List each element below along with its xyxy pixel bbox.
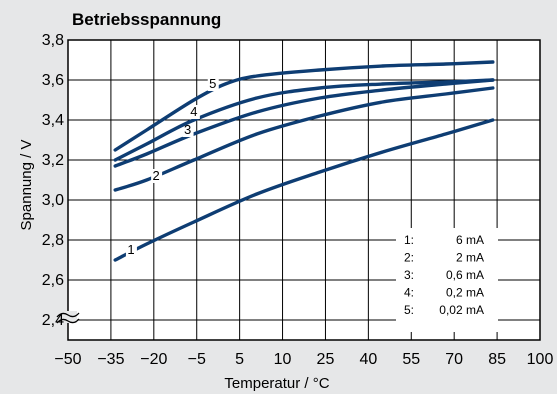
y-tick-label: 3,8 bbox=[42, 32, 64, 49]
series-label-bg bbox=[188, 105, 200, 119]
legend-key: 3: bbox=[404, 268, 414, 282]
y-tick-label: 2,8 bbox=[42, 232, 64, 249]
series-line-1 bbox=[113, 118, 495, 262]
x-tick-label: −50 bbox=[54, 351, 81, 368]
x-tick-label: 85 bbox=[488, 351, 506, 368]
legend: 1: 6 mA 2: 2 mA 3: 0,6 mA 4: 0,2 mA 5: 0,02 mA bbox=[396, 228, 498, 332]
y-tick-label: 3,0 bbox=[42, 192, 64, 209]
series-label-bg bbox=[182, 123, 194, 137]
y-tick-label: 3,6 bbox=[42, 72, 64, 89]
x-tick-label: 10 bbox=[274, 351, 292, 368]
x-tick-label: 40 bbox=[359, 351, 377, 368]
series-line-5 bbox=[113, 60, 495, 152]
legend-value: 2 mA bbox=[456, 251, 484, 265]
legend-value: 0,02 mA bbox=[439, 303, 484, 317]
x-tick-label: 5 bbox=[235, 351, 244, 368]
series-label-bg bbox=[151, 169, 163, 183]
y-tick-label: 2,4 bbox=[42, 312, 64, 329]
legend-key: 5: bbox=[404, 303, 414, 317]
series-label-5: 5 bbox=[209, 76, 216, 91]
legend-box bbox=[396, 228, 498, 332]
grid bbox=[56, 40, 540, 340]
series-label-2: 2 bbox=[152, 168, 159, 183]
chart-title: Betriebsspannung bbox=[72, 10, 221, 29]
x-tick-label: −5 bbox=[188, 351, 206, 368]
legend-key: 4: bbox=[404, 286, 414, 300]
legend-value: 0,6 mA bbox=[446, 268, 484, 282]
axis-break-icon bbox=[56, 312, 80, 318]
series-label-bg bbox=[207, 77, 219, 91]
series-label-4: 4 bbox=[190, 104, 197, 119]
axis-break-icon bbox=[56, 318, 80, 324]
series-line-3 bbox=[113, 78, 495, 168]
legend-value: 6 mA bbox=[456, 233, 484, 247]
y-tick-label: 3,2 bbox=[42, 152, 64, 169]
series-label-1: 1 bbox=[127, 242, 134, 257]
series-label-bg bbox=[125, 243, 137, 257]
x-tick-label: 100 bbox=[527, 351, 554, 368]
x-tick-label: 55 bbox=[402, 351, 420, 368]
y-tick-label: 2,6 bbox=[42, 272, 64, 289]
y-tick-label: 3,4 bbox=[42, 112, 64, 129]
series-line-4 bbox=[113, 78, 495, 162]
x-tick-label: 70 bbox=[445, 351, 463, 368]
x-tick-label: 25 bbox=[317, 351, 335, 368]
x-tick-label: −20 bbox=[140, 351, 167, 368]
legend-value: 0,2 mA bbox=[446, 286, 484, 300]
x-tick-label: −35 bbox=[97, 351, 124, 368]
series-lines: 1 2 3 45 bbox=[113, 60, 495, 262]
y-axis-label: Spannung / V bbox=[18, 140, 35, 231]
legend-key: 1: bbox=[404, 233, 414, 247]
series-label-3: 3 bbox=[184, 122, 191, 137]
legend-key: 2: bbox=[404, 251, 414, 265]
x-axis-label: Temperatur / °C bbox=[224, 375, 329, 392]
tick-labels: −50 −35 −20 −5 5 10 25 40 55 70 85 1003,83,63,43,23… bbox=[42, 32, 554, 368]
